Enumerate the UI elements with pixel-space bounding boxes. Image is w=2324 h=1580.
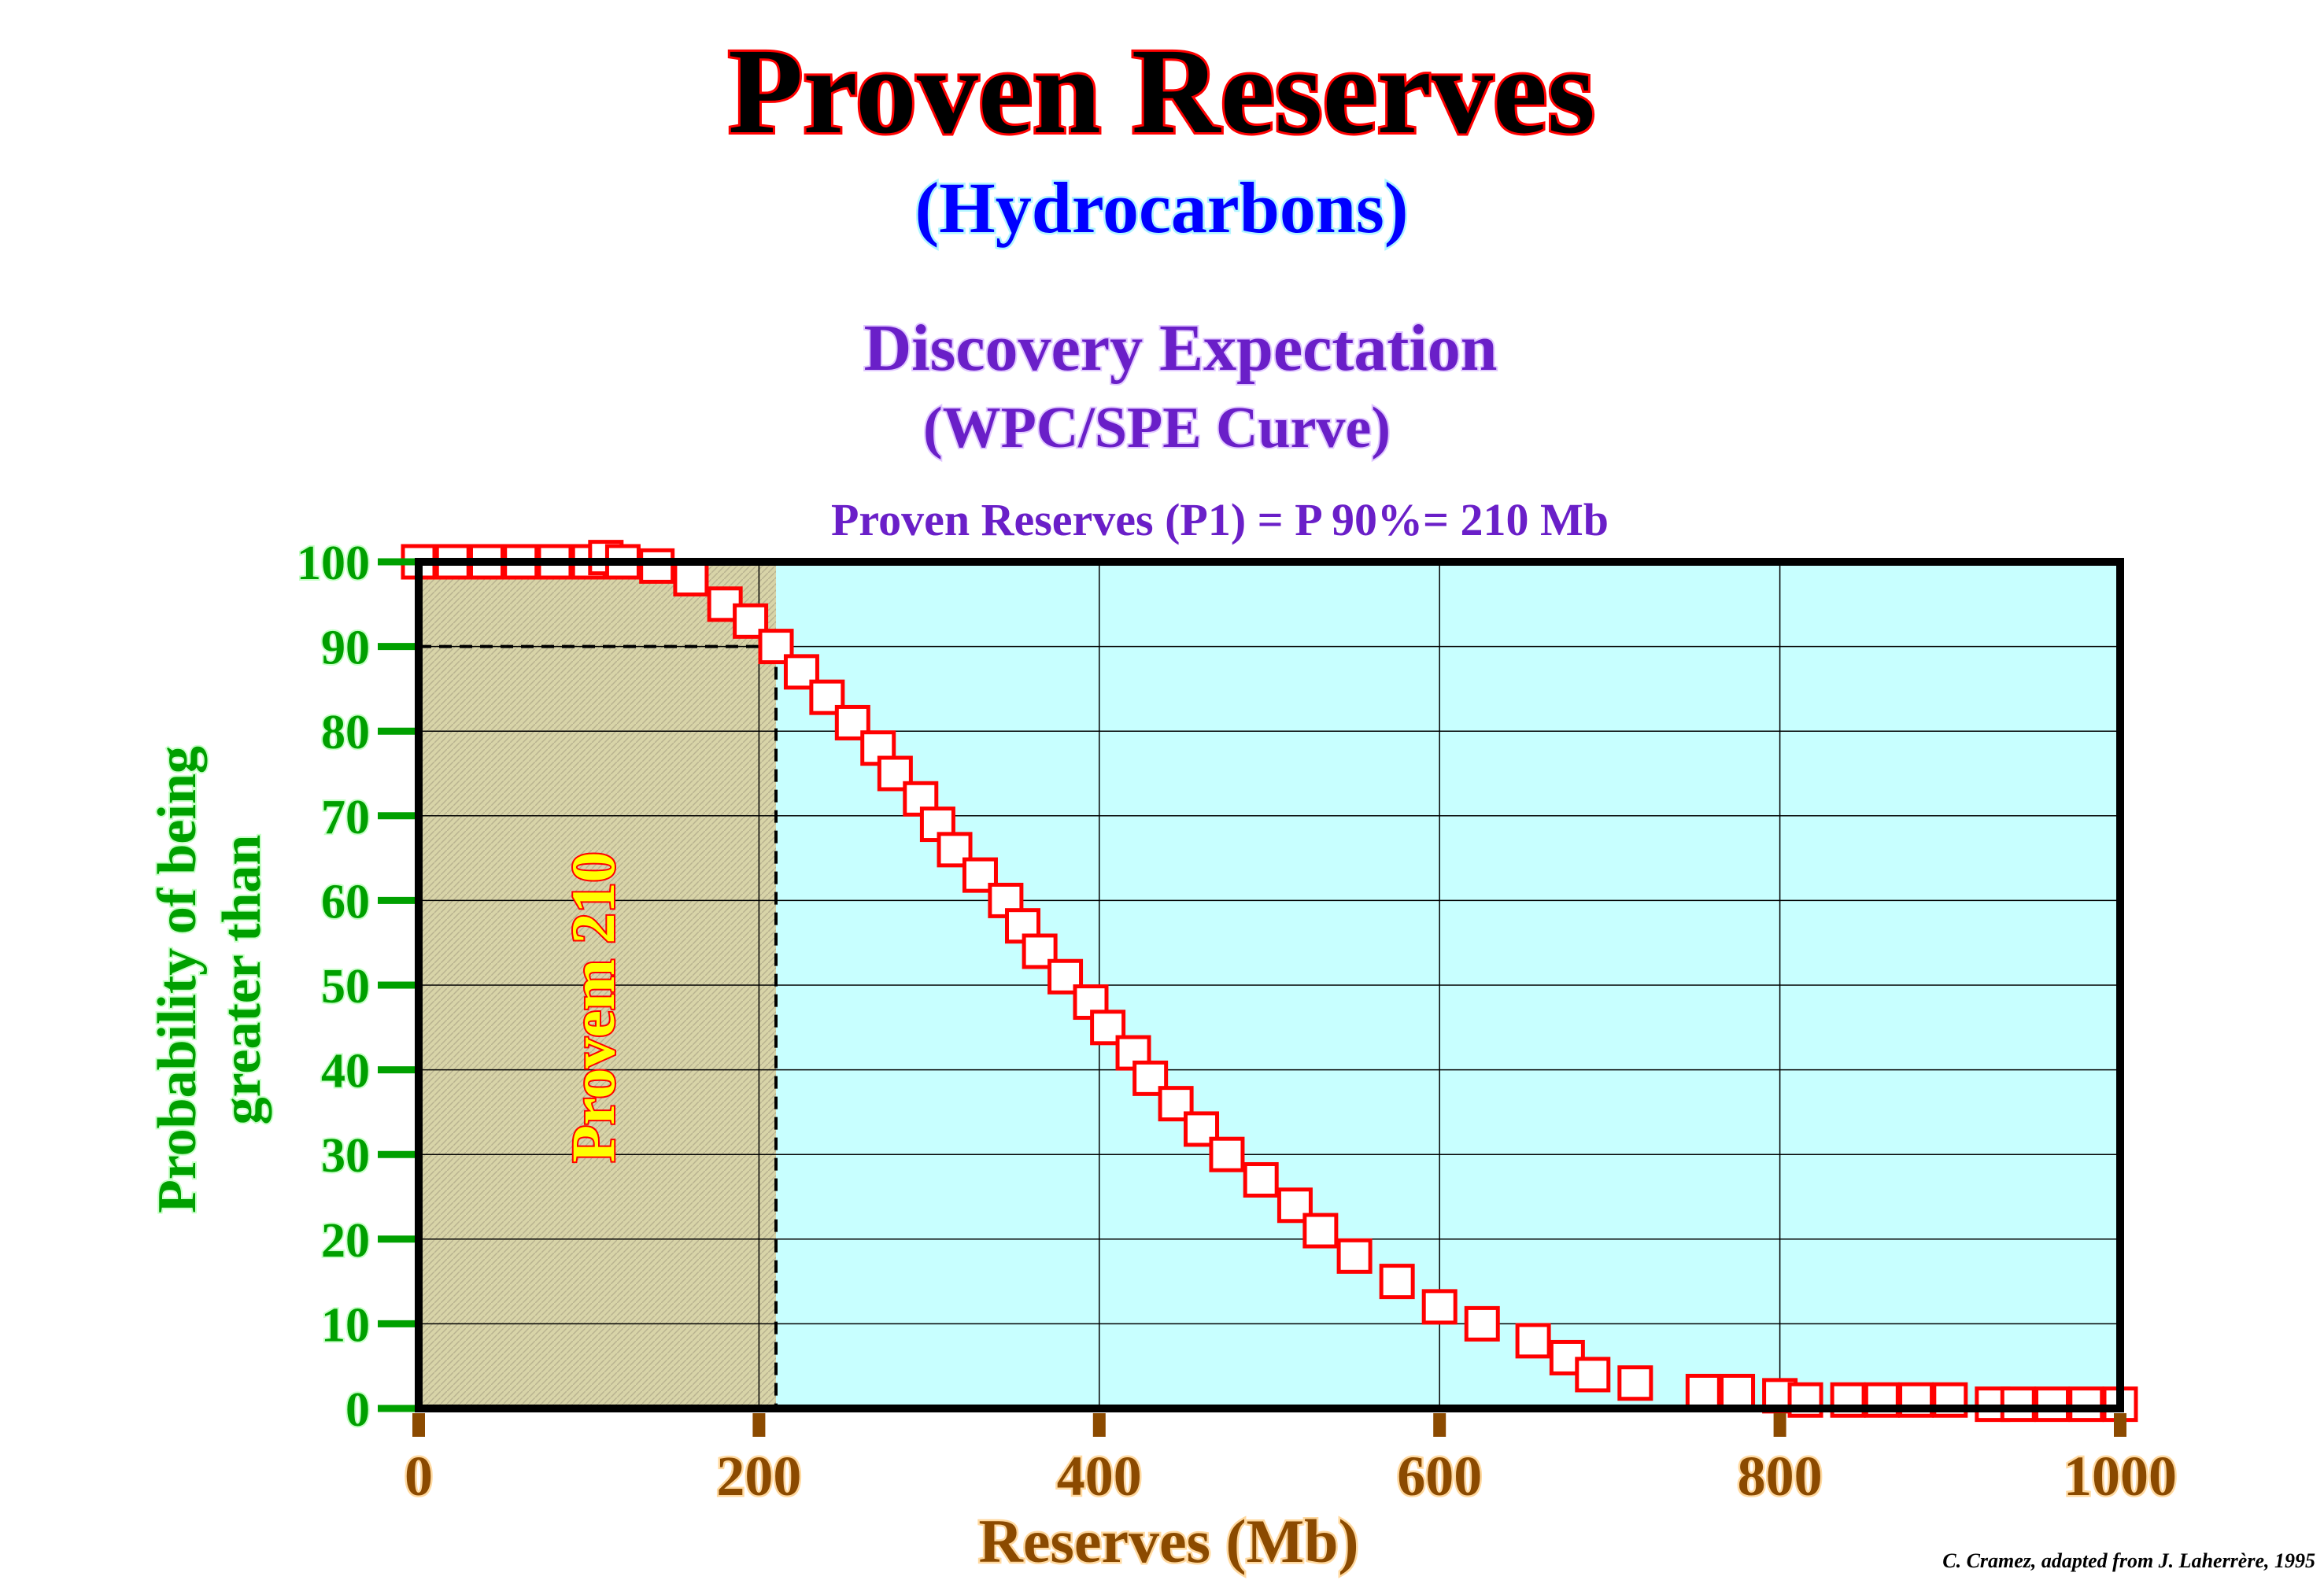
y-tick-label-60: 60	[321, 875, 370, 928]
x-tick-label-400: 400	[1057, 1445, 1142, 1508]
x-axis-ticks: 0 200 400 600 800 1000	[403, 1413, 2179, 1510]
p90-guide-lines	[419, 644, 778, 1408]
x-tick-label-200: 200	[716, 1445, 801, 1508]
x-tick-mark-0	[412, 1413, 425, 1437]
data-point	[1617, 1365, 1653, 1401]
x-tick-label-800: 800	[1738, 1445, 1823, 1508]
y-tick-label-0: 0	[345, 1383, 370, 1437]
reserves-equation: Proven Reserves (P1) = P 90%= 210 Mb	[831, 494, 1609, 545]
data-point	[1209, 1136, 1245, 1172]
data-point	[2034, 1386, 2071, 1423]
x-tick-label-1000: 1000	[2064, 1445, 2177, 1508]
data-point	[1421, 1289, 1458, 1325]
x-axis-label: Reserves (Mb)	[979, 1507, 1359, 1575]
y-tick-label-40: 40	[321, 1045, 370, 1098]
page-title: Proven Reserves	[728, 23, 1595, 159]
data-point	[2068, 1386, 2104, 1423]
plot-area: 0 10 20 30 40 50 60 70 80 90 100 0 200 400 600 800 1000	[295, 535, 2179, 1510]
x-tick-label-600: 600	[1397, 1445, 1482, 1508]
data-point	[1575, 1357, 1611, 1393]
x-tick-mark-600	[1433, 1413, 1446, 1437]
data-point	[639, 548, 675, 584]
y-tick-label-30: 30	[321, 1129, 370, 1183]
data-point	[733, 603, 769, 639]
data-point	[1336, 1238, 1373, 1274]
y-tick-label-20: 20	[321, 1214, 370, 1268]
y-tick-label-100: 100	[297, 537, 370, 590]
data-point	[1184, 1111, 1220, 1147]
y-tick-label-70: 70	[321, 791, 370, 844]
plot-frame	[415, 558, 2124, 1412]
proven-label: Provem 210	[559, 852, 627, 1163]
x-tick-mark-400	[1092, 1413, 1106, 1437]
data-point	[1243, 1161, 1279, 1198]
y-axis-label-line-1: Probability of being	[147, 746, 208, 1213]
data-point	[1047, 958, 1084, 995]
y-tick-label-10: 10	[321, 1298, 370, 1352]
data-markers	[401, 540, 2138, 1423]
chart-subheading: (WPC/SPE Curve)	[923, 396, 1391, 460]
credit-text: C. Cramez, adapted from J. Laherrère, 19…	[1942, 1549, 2315, 1572]
data-point	[673, 561, 709, 597]
y-axis-ticks: 0 10 20 30 40 50 60 70 80 90 100	[295, 535, 415, 1438]
grid-lines	[419, 562, 2120, 1408]
data-point	[1379, 1264, 1415, 1300]
chart-heading: Discovery Expectation	[864, 312, 1498, 385]
data-point	[1464, 1305, 1500, 1342]
x-tick-mark-800	[1773, 1413, 1786, 1437]
data-point	[1302, 1213, 1339, 1249]
y-tick-label-80: 80	[321, 706, 370, 759]
x-tick-mark-200	[752, 1413, 766, 1437]
data-point	[1720, 1373, 1756, 1409]
data-point	[834, 704, 870, 740]
y-tick-label-50: 50	[321, 960, 370, 1013]
page-subtitle: (Hydrocarbons)	[915, 168, 1409, 248]
data-point	[1685, 1373, 1721, 1409]
data-point	[1090, 1010, 1126, 1046]
y-axis-label-line-2: greater than	[212, 835, 272, 1125]
data-point	[1515, 1323, 1551, 1359]
data-point	[2000, 1386, 2036, 1423]
x-tick-label-0: 0	[405, 1445, 433, 1508]
y-tick-label-90: 90	[321, 622, 370, 675]
x-tick-mark-1000	[2114, 1413, 2126, 1437]
